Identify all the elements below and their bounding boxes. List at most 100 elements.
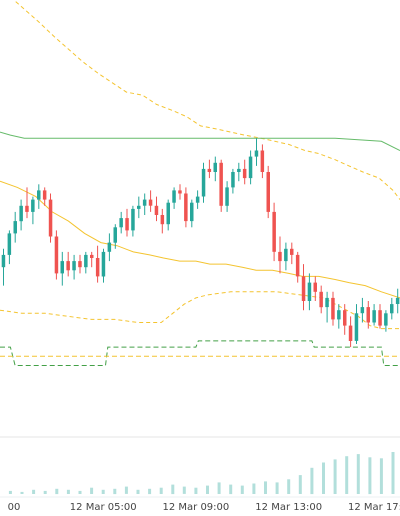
- volume-bar: [43, 490, 47, 494]
- candle-body-down: [184, 193, 188, 222]
- volume-bar: [136, 489, 140, 494]
- volume-bar: [101, 489, 105, 494]
- candle-body-up: [119, 218, 123, 228]
- volume-bar: [78, 490, 82, 494]
- candle-body-down: [301, 276, 306, 301]
- candle-body-up: [254, 150, 259, 157]
- volume-bar: [287, 479, 291, 494]
- volume-bar: [159, 487, 163, 494]
- candle-body-down: [78, 261, 82, 268]
- candle-body-down: [260, 150, 265, 172]
- x-tick-label: 12 Mar 09:00: [163, 502, 230, 513]
- candle-body-down: [348, 325, 353, 341]
- candle-body-up: [1, 254, 6, 268]
- candle-body-down: [48, 199, 53, 237]
- candle-body-up: [384, 313, 388, 326]
- volume-bar: [356, 454, 360, 494]
- candle-body-up: [7, 233, 12, 255]
- volume-bar: [322, 462, 325, 494]
- volume-bar: [20, 491, 24, 494]
- candle-body-up: [337, 310, 341, 320]
- candle-body-up: [395, 297, 400, 304]
- candle-body-down: [242, 168, 247, 179]
- candle-body-up: [213, 162, 217, 172]
- candle-body-up: [307, 282, 312, 301]
- volume-bar: [8, 490, 12, 494]
- candle-body-up: [225, 187, 229, 206]
- volume-bar: [310, 467, 314, 495]
- volume-bar: [379, 458, 383, 494]
- candle-body-down: [95, 258, 100, 277]
- candle-body-down: [313, 282, 317, 292]
- candle-body-up: [190, 202, 194, 222]
- candle-body-up: [37, 190, 41, 200]
- candle-body-up: [360, 307, 365, 314]
- candle-body-up: [13, 221, 17, 234]
- candle-body-down: [125, 218, 129, 231]
- candle-body-up: [237, 168, 241, 172]
- candle-body-down: [278, 251, 282, 262]
- upper-band-line: [13, 0, 400, 200]
- candle-body-down: [295, 254, 300, 277]
- candle-body-up: [195, 196, 200, 203]
- volume-bars: [8, 452, 395, 495]
- volume-bar: [66, 489, 70, 494]
- lower-band-2-line: [0, 291, 400, 330]
- volume-bar: [217, 482, 221, 494]
- candle-body-down: [207, 168, 212, 172]
- candle-body-down: [378, 310, 382, 326]
- candle-body-up: [166, 202, 170, 225]
- candle-body-up: [284, 248, 288, 262]
- volume-bar: [368, 457, 372, 495]
- candle-body-down: [54, 236, 59, 274]
- candle-body-down: [343, 310, 347, 326]
- candle-body-down: [178, 190, 182, 194]
- candle-body-down: [366, 307, 370, 323]
- indicator-lines: [0, 0, 400, 366]
- candle-body-up: [142, 199, 147, 206]
- volume-bar: [32, 489, 36, 494]
- volume-bar: [206, 485, 209, 494]
- candle-body-up: [19, 205, 23, 222]
- volume-pane: [0, 436, 400, 495]
- candle-body-down: [25, 205, 29, 212]
- candle-body-up: [84, 254, 88, 268]
- candle-body-up: [390, 304, 394, 314]
- lower-band-line: [0, 180, 400, 299]
- candle-body-down: [42, 190, 47, 200]
- candle-body-down: [266, 172, 270, 212]
- candle-body-up: [372, 310, 376, 323]
- candle-body-down: [272, 211, 276, 252]
- volume-bar: [298, 475, 302, 494]
- candle-body-up: [354, 313, 359, 341]
- volume-bar: [229, 484, 233, 495]
- x-axis: 00 12 Mar 05:00 12 Mar 09:00 12 Mar 13:00 12…: [0, 496, 400, 513]
- volume-bar: [124, 486, 128, 494]
- price-pane: [0, 0, 400, 366]
- volume-bar: [90, 487, 94, 494]
- x-tick-label: 12 Mar 17:00: [348, 502, 400, 513]
- candle-body-up: [131, 208, 135, 231]
- volume-bar: [252, 483, 256, 494]
- lower-dash-line: [0, 340, 400, 366]
- volume-bar: [391, 452, 395, 494]
- candle-body-down: [66, 261, 70, 271]
- candle-body-down: [154, 205, 159, 215]
- candle-body-down: [319, 291, 323, 308]
- volume-bar: [113, 488, 117, 495]
- x-tick-label: 12 Mar 05:00: [70, 502, 137, 513]
- candle-body-up: [60, 261, 64, 274]
- x-tick-labels: 00 12 Mar 05:00 12 Mar 09:00 12 Mar 13:00 12…: [8, 502, 400, 513]
- candle-body-down: [90, 254, 94, 258]
- candle-body-up: [107, 242, 112, 252]
- candles: [1, 138, 400, 348]
- candle-body-up: [231, 172, 235, 188]
- volume-bar: [171, 484, 175, 495]
- candle-body-down: [148, 199, 153, 206]
- candle-body-up: [325, 297, 329, 308]
- candle-body-down: [160, 215, 165, 225]
- volume-bar: [264, 481, 267, 494]
- x-tick-label: 12 Mar 13:00: [255, 502, 322, 513]
- volume-bar: [148, 488, 152, 495]
